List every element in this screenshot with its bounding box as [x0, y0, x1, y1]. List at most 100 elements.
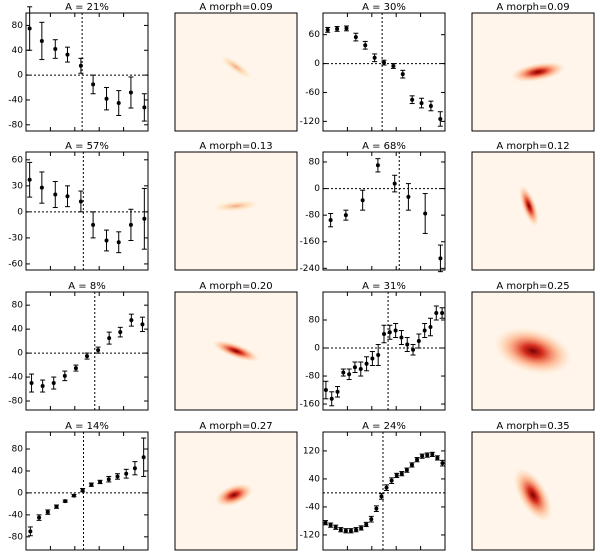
- point: [329, 396, 334, 401]
- y-tick-label: 40: [12, 325, 24, 335]
- point: [343, 213, 348, 218]
- point: [428, 103, 433, 108]
- point: [78, 199, 83, 204]
- point: [384, 485, 389, 490]
- y-tick-label: 0: [17, 488, 23, 498]
- point: [142, 105, 147, 110]
- y-tick-label: 80: [309, 157, 321, 167]
- y-tick-label: 120: [303, 446, 320, 456]
- point: [392, 181, 397, 186]
- point: [438, 256, 443, 261]
- galaxy: [510, 61, 566, 83]
- panel-title: A morph=0.12: [496, 141, 569, 152]
- galaxy: [214, 483, 254, 507]
- frame: [25, 12, 149, 132]
- y-tick-label: -160: [300, 237, 321, 247]
- point: [347, 372, 352, 377]
- point: [391, 63, 396, 68]
- point: [333, 525, 338, 530]
- point: [376, 353, 381, 358]
- point: [393, 328, 398, 333]
- point: [65, 52, 70, 57]
- point: [434, 311, 439, 316]
- frame: [25, 291, 149, 411]
- panel-title: A morph=0.13: [199, 141, 272, 152]
- panel-title: A morph=0.09: [199, 2, 272, 13]
- point: [363, 43, 368, 48]
- point: [372, 55, 377, 60]
- point: [27, 177, 32, 182]
- point: [323, 520, 328, 525]
- frame: [471, 151, 595, 271]
- galaxy: [212, 340, 260, 362]
- point: [89, 482, 94, 487]
- point: [124, 471, 129, 476]
- point: [325, 27, 330, 32]
- y-tick-label: -120: [300, 117, 321, 127]
- y-tick-label: 0: [314, 344, 320, 354]
- y-tick-label: 0: [314, 59, 320, 69]
- point: [27, 26, 32, 31]
- panel-title: A morph=0.25: [496, 281, 569, 292]
- point: [40, 384, 45, 389]
- panel-title: A = 68%: [362, 141, 406, 152]
- frame: [471, 431, 595, 551]
- point: [104, 238, 109, 243]
- point: [389, 478, 394, 483]
- point: [440, 311, 445, 316]
- frame: [471, 291, 595, 411]
- y-tick-label: -80: [305, 211, 320, 221]
- point: [360, 198, 365, 203]
- point: [343, 528, 348, 533]
- point: [341, 370, 346, 375]
- point: [115, 474, 120, 479]
- y-tick-label: 0: [17, 207, 23, 217]
- frame: [174, 291, 298, 411]
- frame: [25, 431, 149, 551]
- point: [54, 504, 59, 509]
- y-tick-label: -80: [8, 397, 23, 407]
- y-tick-label: 40: [309, 474, 321, 484]
- point: [405, 342, 410, 347]
- y-tick-label: -60: [8, 259, 23, 269]
- point: [438, 116, 443, 121]
- point: [382, 332, 386, 337]
- y-tick-label: 80: [12, 301, 24, 311]
- point: [406, 194, 411, 199]
- panel-title: A = 57%: [65, 141, 109, 152]
- point: [335, 26, 340, 31]
- point: [328, 523, 333, 528]
- panel-title: A = 8%: [68, 281, 105, 292]
- point: [63, 499, 68, 504]
- point: [141, 455, 146, 460]
- y-tick-label: -160: [300, 400, 321, 410]
- y-tick-label: -60: [305, 88, 320, 98]
- point: [53, 192, 58, 197]
- frame: [322, 291, 446, 411]
- point: [379, 494, 384, 499]
- galaxy: [493, 327, 573, 375]
- point: [404, 468, 409, 473]
- frame: [322, 151, 446, 271]
- y-tick-label: -30: [8, 233, 23, 243]
- frame: [322, 12, 446, 132]
- point: [364, 522, 369, 527]
- y-tick-label: -80: [305, 372, 320, 382]
- point: [106, 477, 111, 482]
- point: [116, 101, 121, 106]
- point: [374, 506, 379, 511]
- point: [410, 97, 415, 102]
- panel-title: A morph=0.35: [496, 421, 569, 432]
- point: [354, 527, 359, 532]
- y-tick-label: 40: [12, 466, 24, 476]
- point: [420, 454, 425, 459]
- point: [28, 529, 33, 534]
- galaxy: [214, 200, 258, 212]
- panel-title: A = 24%: [362, 421, 406, 432]
- y-tick-label: 30: [12, 181, 24, 191]
- point: [430, 452, 435, 457]
- point: [73, 366, 78, 371]
- point: [348, 528, 353, 533]
- point: [78, 63, 83, 68]
